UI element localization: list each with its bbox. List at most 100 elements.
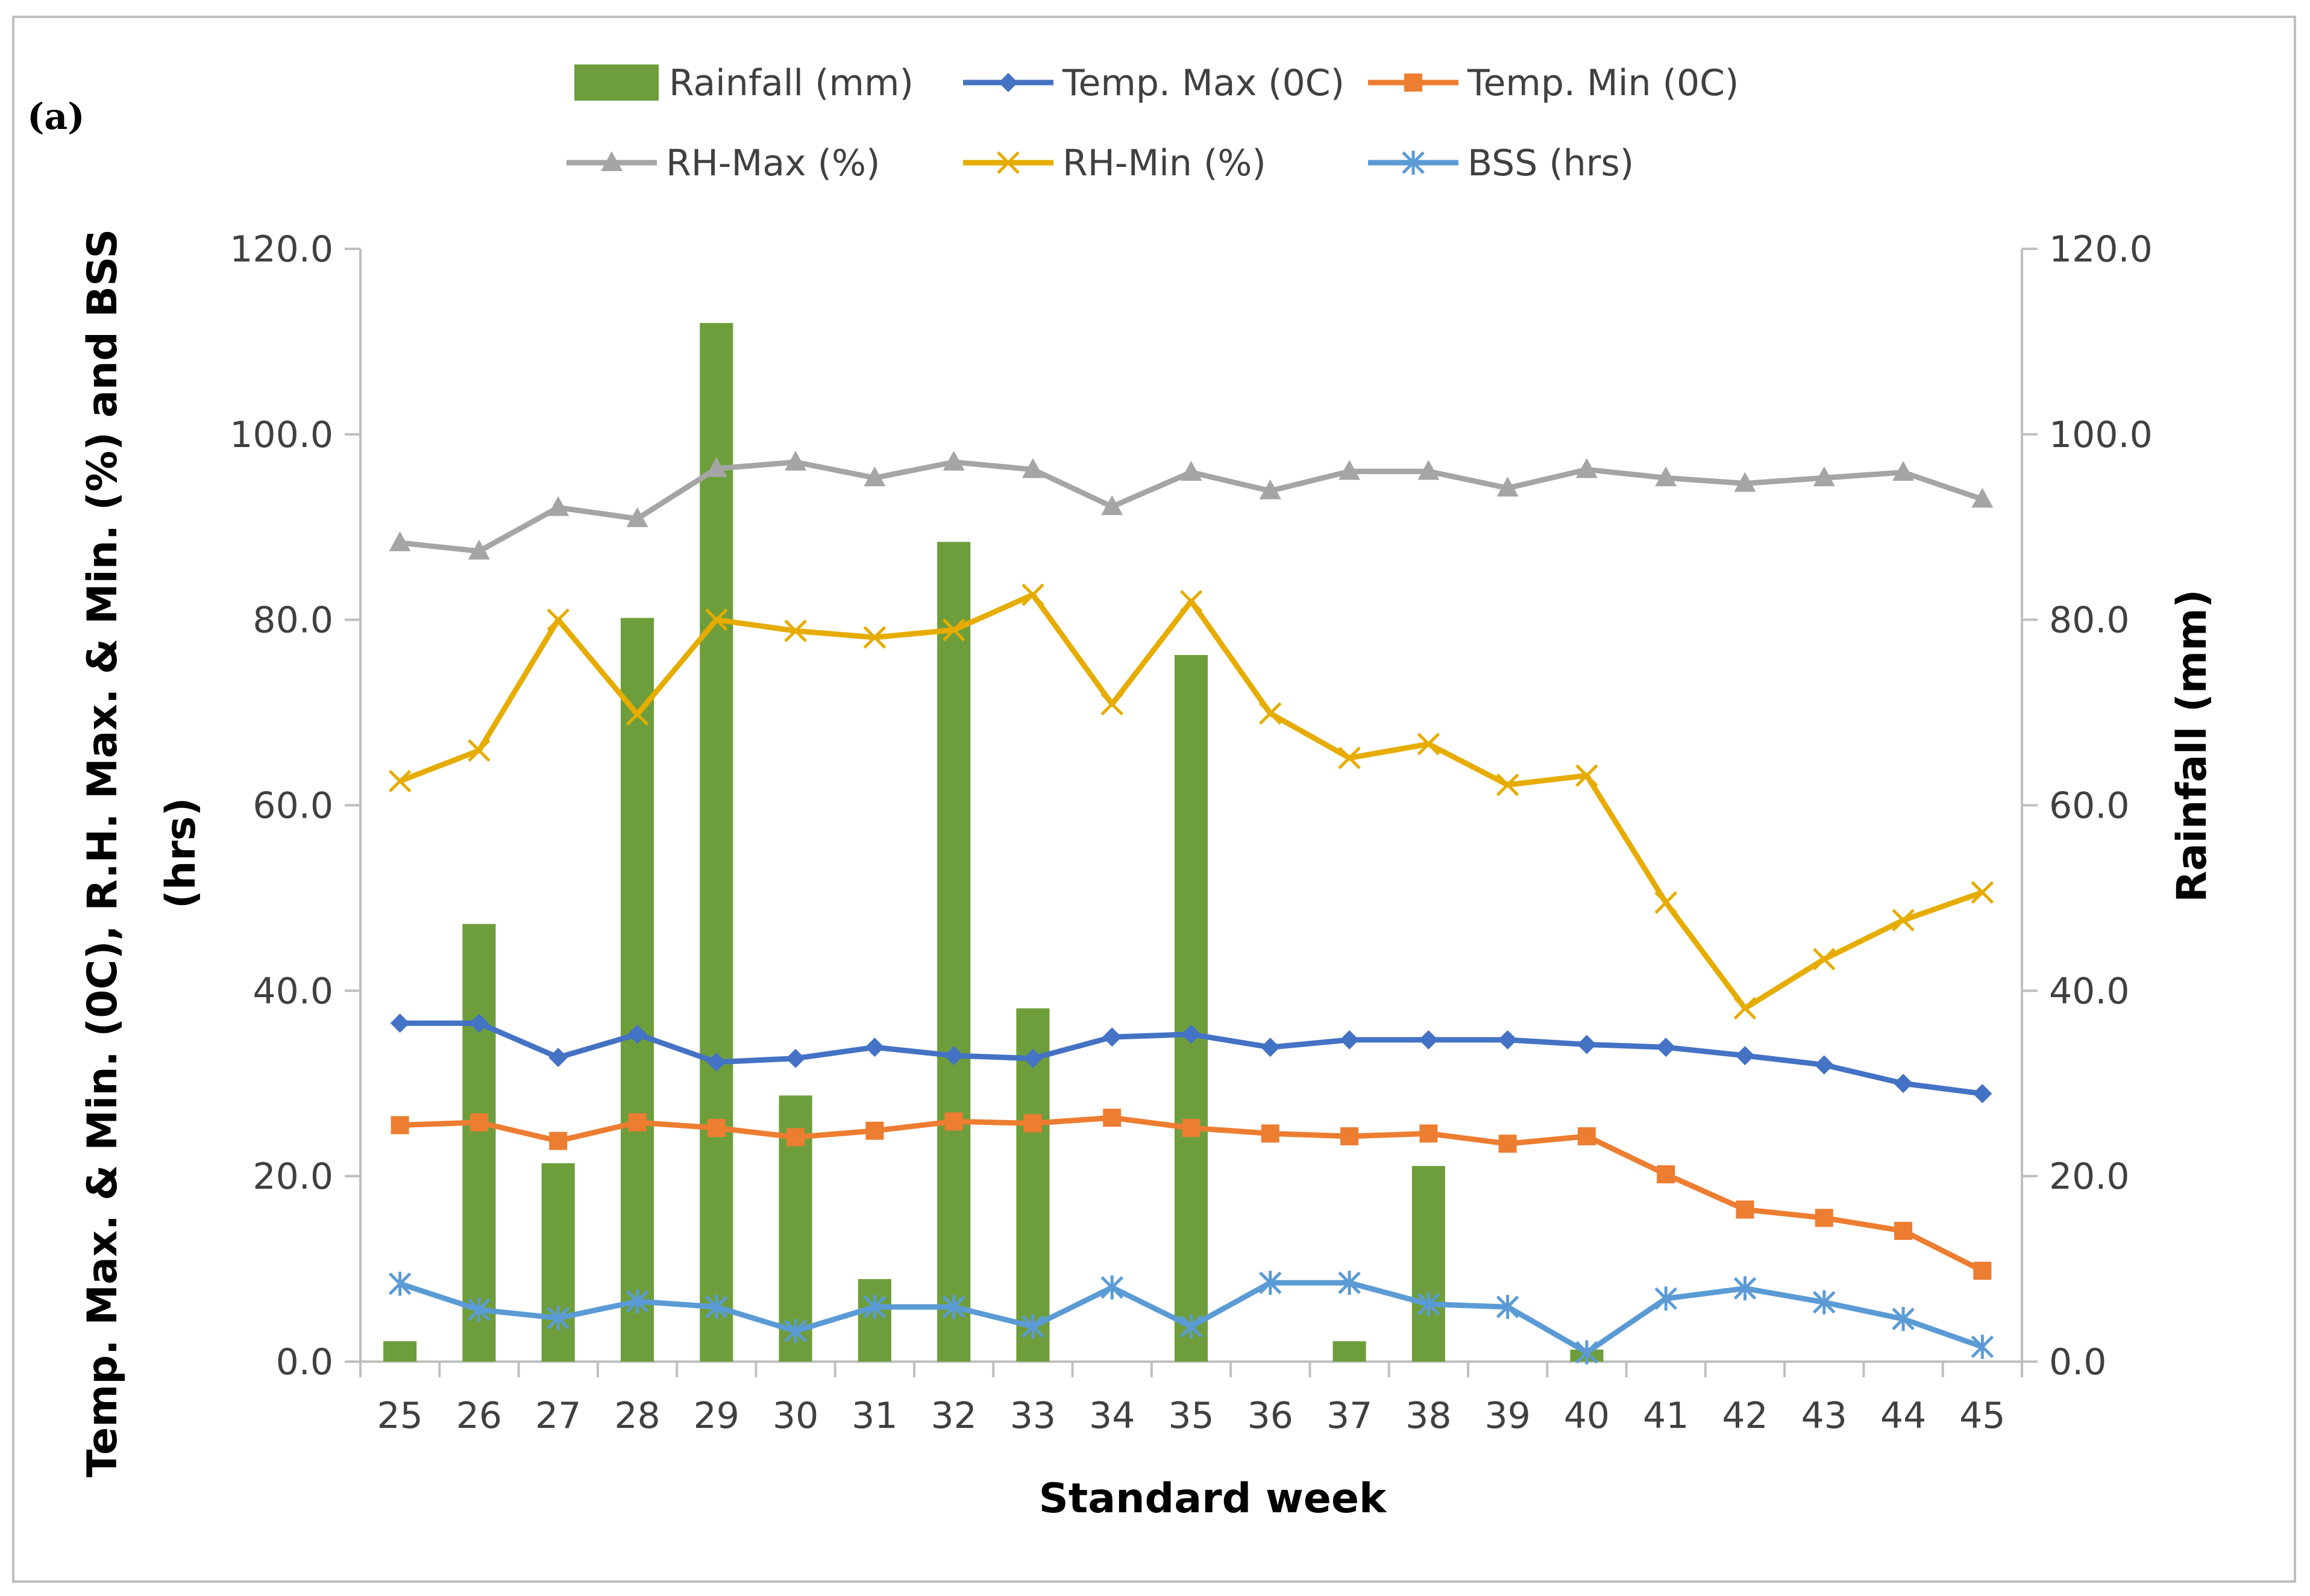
- x-marker: [1575, 764, 1598, 787]
- x-tick-label: 45: [1959, 1395, 2005, 1437]
- series-rh-min-: [388, 583, 1994, 1020]
- triangle-marker: [626, 507, 648, 527]
- tick-labels: 25 26 27 28 29 30 31 32 33 34 35 36 37 38 39 40 41 42 43 44…: [230, 228, 2153, 1437]
- x-marker: [784, 619, 807, 642]
- star-marker: [1179, 1314, 1203, 1339]
- square-marker: [786, 1128, 805, 1147]
- legend-label: Temp. Max (0C): [1062, 62, 1345, 104]
- triangle-marker: [1496, 477, 1519, 497]
- legend-item: Rainfall (mm): [574, 62, 914, 104]
- x-axis-title: Standard week: [1039, 1475, 1387, 1522]
- series-temp-min-0c-: [391, 1109, 1992, 1280]
- x-tick-label: 27: [535, 1395, 581, 1437]
- rainfall-bar: [1411, 1166, 1445, 1362]
- triangle-marker: [389, 531, 411, 551]
- star-marker: [1813, 1290, 1836, 1315]
- legend-label: Temp. Min (0C): [1467, 62, 1739, 104]
- diamond-marker: [1973, 1084, 1992, 1104]
- star-marker: [705, 1295, 728, 1319]
- triangle-marker: [1813, 466, 1835, 487]
- x-tick-label: 26: [456, 1395, 502, 1437]
- y-left-tick-label: 40.0: [253, 970, 333, 1012]
- diamond-marker: [1814, 1055, 1834, 1075]
- x-marker: [1022, 583, 1044, 606]
- square-marker: [1023, 1114, 1042, 1133]
- triangle-marker: [1892, 460, 1915, 481]
- x-tick-label: 29: [694, 1395, 739, 1437]
- triangle-marker: [1339, 460, 1361, 480]
- x-tick-label: 30: [773, 1395, 818, 1437]
- x-marker: [1971, 881, 1994, 904]
- y-right-tick-label: 40.0: [2049, 970, 2130, 1012]
- diamond-marker: [1656, 1037, 1676, 1057]
- legend-item: Temp. Max (0C): [963, 62, 1345, 104]
- star-marker: [1892, 1307, 1915, 1332]
- triangle-marker: [1022, 458, 1044, 478]
- x-tick-label: 31: [852, 1395, 897, 1437]
- diamond-marker: [1102, 1027, 1122, 1047]
- rainfall-bar: [383, 1341, 417, 1362]
- triangle-marker: [864, 466, 886, 487]
- square-marker: [1182, 1119, 1201, 1138]
- x-tick-label: 32: [931, 1395, 976, 1437]
- y-right-tick-label: 60.0: [2049, 785, 2130, 827]
- triangle-marker: [1259, 479, 1281, 499]
- y-axis-left-title-line1: Temp. Max. & Min. (0C), R.H. Max. & Min.…: [79, 229, 127, 1477]
- y-right-tick-label: 120.0: [2049, 228, 2153, 271]
- star-marker: [1022, 1314, 1044, 1339]
- x-tick-label: 34: [1089, 1395, 1135, 1437]
- square-marker: [1340, 1127, 1359, 1145]
- legend-label: RH-Min (%): [1062, 142, 1266, 184]
- star-marker: [547, 1306, 570, 1330]
- x-tick-label: 42: [1722, 1395, 1768, 1437]
- y-left-tick-label: 0.0: [276, 1341, 333, 1383]
- x-tick-label: 37: [1326, 1395, 1372, 1437]
- diamond-marker: [548, 1048, 568, 1068]
- diamond-marker: [1894, 1074, 1913, 1094]
- square-marker: [1657, 1165, 1675, 1184]
- x-marker: [1417, 733, 1440, 756]
- x-marker: [1100, 692, 1123, 716]
- x-tick-label: 39: [1484, 1395, 1530, 1437]
- y-axis-right-title: Rainfall (mm): [2168, 589, 2216, 903]
- diamond-marker: [944, 1046, 964, 1066]
- x-marker: [942, 618, 965, 642]
- y-left-tick-label: 120.0: [230, 228, 333, 271]
- x-marker: [1496, 773, 1519, 796]
- y-right-tick-label: 80.0: [2049, 599, 2130, 642]
- legend-label: Rainfall (mm): [669, 62, 914, 104]
- star-marker: [1733, 1276, 1757, 1301]
- y-left-tick-label: 100.0: [230, 414, 333, 456]
- legend-item: RH-Min (%): [963, 142, 1266, 184]
- star-marker: [1100, 1275, 1123, 1300]
- legend: Rainfall (mm) Temp. Max (0C) Temp. Min (0C…: [567, 62, 1739, 184]
- y-axis-left-title-line2: (hrs): [157, 798, 205, 909]
- panel-label: (a): [27, 96, 85, 138]
- diamond-marker: [865, 1037, 885, 1057]
- series-rh-max-: [389, 451, 1994, 560]
- x-tick-label: 35: [1168, 1395, 1214, 1437]
- rainfall-bar: [541, 1163, 575, 1362]
- star-marker: [942, 1295, 965, 1319]
- triangle-marker: [1101, 495, 1123, 515]
- star-marker: [784, 1319, 807, 1344]
- star-marker: [1575, 1340, 1598, 1365]
- y-left-tick-label: 80.0: [253, 599, 333, 642]
- diamond-marker: [469, 1013, 489, 1033]
- y-right-tick-label: 20.0: [2049, 1156, 2130, 1198]
- diamond-marker: [999, 73, 1018, 92]
- x-marker: [1338, 746, 1361, 769]
- triangle-marker: [705, 457, 727, 477]
- x-marker: [547, 608, 570, 631]
- rainfall-bar: [1332, 1341, 1366, 1362]
- square-marker: [628, 1113, 647, 1131]
- diamond-marker: [1735, 1046, 1755, 1066]
- legend-label: BSS (hrs): [1467, 142, 1634, 184]
- x-tick-label: 41: [1643, 1395, 1689, 1437]
- legend-label: RH-Max (%): [666, 142, 880, 184]
- square-marker: [549, 1131, 568, 1150]
- x-marker: [863, 626, 887, 649]
- diamond-marker: [786, 1048, 806, 1068]
- rainfall-bar: [462, 924, 496, 1362]
- triangle-marker: [1655, 466, 1677, 487]
